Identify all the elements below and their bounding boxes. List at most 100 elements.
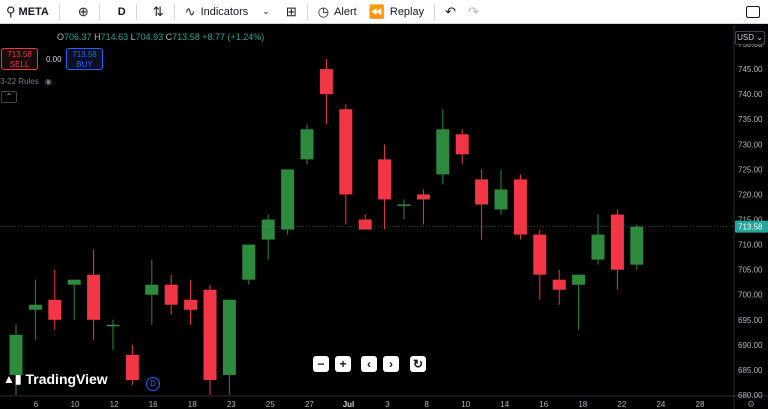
tradingview-mark-icon: ▲▮ (3, 372, 22, 386)
change-value: +8.77 (+1.24%) (202, 32, 265, 42)
close-value: 713.58 (172, 32, 200, 42)
price-tick-label: 730.00 (738, 140, 763, 149)
price-tick-label: 725.00 (738, 165, 763, 174)
candle-down-body (184, 299, 198, 310)
alert-label: Alert (334, 5, 357, 18)
sell-button[interactable]: 713.58 SELL (1, 48, 38, 70)
scroll-right-button[interactable]: › (383, 356, 399, 372)
replay-button[interactable]: ⏪ Replay (363, 0, 430, 24)
buy-label: BUY (76, 60, 93, 69)
price-tick-label: 740.00 (738, 90, 763, 99)
candle-up-body (28, 304, 42, 310)
candle-down-body (358, 219, 372, 230)
interval-button[interactable]: D (112, 0, 132, 24)
tradingview-logo[interactable]: ▲▮ TradingView (3, 371, 108, 387)
candle-up-body (222, 299, 236, 375)
time-tick-label: 6 (34, 400, 39, 409)
spread-value: 0.00 (46, 55, 62, 64)
time-tick-label: 16 (149, 400, 158, 409)
alert-button[interactable]: ◷ Alert (312, 0, 363, 24)
tradingview-wordmark: TradingView (25, 371, 108, 387)
price-tick-label: 690.00 (738, 341, 763, 350)
time-tick-label: 24 (656, 400, 665, 409)
candle-up-body (145, 284, 159, 295)
candlestick-chart: 750.00745.00740.00735.00730.00725.00720.… (0, 25, 768, 409)
open-value: 706.37 (64, 32, 92, 42)
price-tick-label: 700.00 (738, 291, 763, 300)
time-tick-label: 22 (617, 400, 626, 409)
candle-down-body (513, 179, 527, 235)
buy-button[interactable]: 713.58 BUY (66, 48, 103, 70)
time-tick-label: 8 (424, 400, 429, 409)
plus-circle-icon: ⊕ (77, 4, 89, 19)
time-tick-label: 27 (305, 400, 314, 409)
collapse-legend-button[interactable]: ⌃ (1, 91, 17, 103)
undo-icon: ↶ (445, 4, 457, 19)
redo-button[interactable]: ↷ (462, 0, 485, 24)
reset-chart-button[interactable]: ↻ (410, 356, 426, 372)
time-tick-label: 18 (578, 400, 587, 409)
fullscreen-button[interactable] (740, 0, 766, 24)
candle-up-body (397, 204, 411, 206)
candle-down-body (416, 194, 430, 200)
candle-up-body (242, 244, 256, 280)
sell-price: 713.58 (7, 50, 32, 59)
candle-down-body (533, 234, 547, 275)
toolbar-divider (135, 3, 137, 20)
zoom-out-button[interactable]: − (313, 356, 329, 372)
price-tick-label: 745.00 (738, 65, 763, 74)
indicators-label: Indicators (200, 5, 249, 18)
toolbar-divider (434, 3, 436, 20)
high-value: 714.63 (100, 32, 129, 42)
currency-button[interactable]: USD ⌄ (735, 31, 765, 45)
chevron-up-icon: ⌃ (5, 92, 13, 101)
price-axis-background (734, 25, 768, 409)
top-toolbar: ⚲ META ⊕ D ⇅ ∿ Indicators ⌄ ⊞ ◷ Alert ⏪ … (0, 0, 768, 24)
candle-down-body (203, 289, 217, 380)
high-label: H (94, 32, 101, 42)
zoom-in-button[interactable]: + (335, 356, 351, 372)
eye-icon[interactable]: ◉ (44, 77, 52, 86)
chart-type-button[interactable]: ⇅ (147, 0, 170, 24)
reset-icon: ↻ (412, 357, 424, 371)
chevron-left-icon: ‹ (367, 357, 371, 371)
indicators-button[interactable]: ∿ Indicators ⌄ (179, 0, 276, 24)
indicators-icon: ∿ (184, 4, 196, 19)
buy-price: 713.58 (72, 50, 97, 59)
candle-down-body (475, 179, 489, 205)
undo-button[interactable]: ↶ (439, 0, 462, 24)
chart-area[interactable]: 750.00745.00740.00735.00730.00725.00720.… (0, 25, 768, 409)
layouts-button[interactable]: ⊞ (280, 0, 303, 24)
time-tick-label: 25 (266, 400, 275, 409)
price-tick-label: 710.00 (738, 241, 763, 250)
scroll-left-button[interactable]: ‹ (361, 356, 377, 372)
minus-icon: − (317, 357, 325, 371)
price-tick-label: 680.00 (738, 391, 763, 400)
time-tick-label: Jul (343, 400, 355, 409)
grid-icon: ⊞ (285, 4, 297, 19)
time-tick-label: 10 (71, 400, 80, 409)
study-legend[interactable]: 3-22 Rules ◉ (0, 77, 52, 86)
candle-up-body (436, 129, 450, 175)
symbol-search[interactable]: ⚲ META (0, 0, 55, 24)
price-tick-label: 695.00 (738, 316, 763, 325)
interval-label: D (117, 5, 126, 18)
candle-down-body (455, 134, 469, 155)
candle-up-body (9, 334, 23, 375)
candle-up-body (300, 129, 314, 160)
chevron-down-icon: ⌄ (753, 33, 763, 42)
low-label: L (130, 32, 136, 42)
compare-button[interactable]: ⊕ (72, 0, 95, 24)
ohlc-legend: O706.37 H714.63 L704.93 C713.58 +8.77 (+… (57, 32, 264, 42)
alarm-clock-icon: ◷ (317, 4, 330, 19)
price-tick-label: 720.00 (738, 190, 763, 199)
toolbar-divider (98, 3, 100, 20)
candle-down-body (378, 159, 392, 200)
dividend-badge[interactable]: D (146, 377, 160, 391)
price-tick-label: 735.00 (738, 115, 763, 124)
candle-down-body (164, 284, 178, 305)
currency-label: USD (737, 33, 754, 42)
candle-up-body (630, 226, 644, 265)
gear-icon[interactable]: ⚙ (747, 400, 755, 409)
study-label: 3-22 Rules (0, 77, 39, 86)
